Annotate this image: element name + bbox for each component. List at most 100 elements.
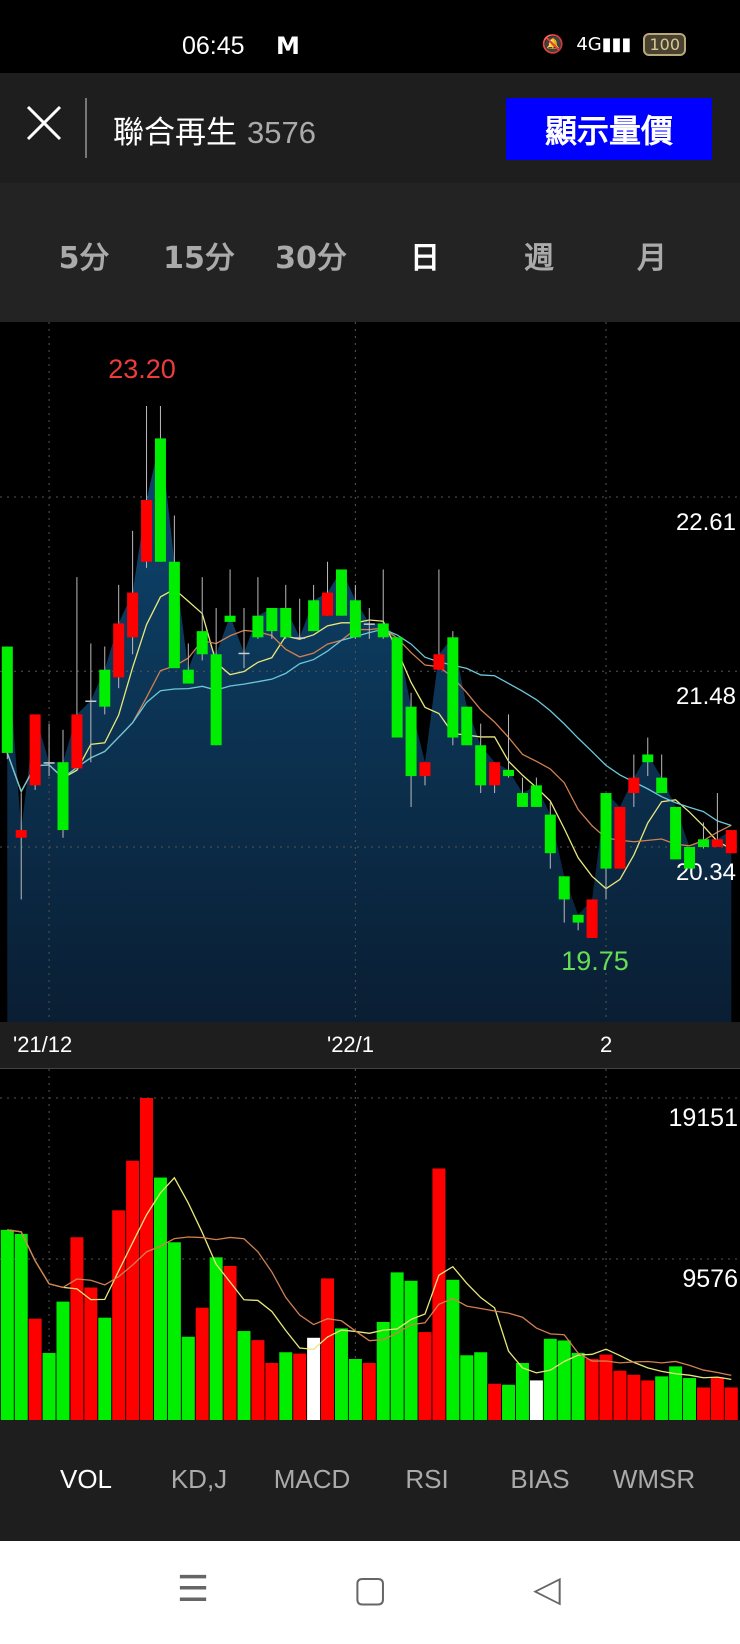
volume-bar <box>223 1265 237 1420</box>
stock-code: 3576 <box>247 115 316 150</box>
volume-bar <box>84 1287 98 1420</box>
volume-bar <box>432 1168 446 1420</box>
navigation-bar: ☰ ▢ ◁ <box>0 1541 740 1644</box>
candle <box>43 762 55 764</box>
tab-indicator-bias[interactable]: BIAS <box>510 1464 570 1494</box>
volume-bar <box>641 1380 655 1420</box>
date-axis: '21/12 '22/1 2 <box>0 1022 740 1069</box>
volume-bar <box>237 1331 251 1420</box>
vibrate-mute-icon: 🔕 <box>541 34 565 55</box>
candle <box>684 847 696 869</box>
signal-4g-icon: 4G▮▮▮ <box>576 34 632 55</box>
candle <box>238 652 250 655</box>
candle <box>127 592 139 638</box>
volume-bar <box>153 1177 167 1420</box>
candle <box>335 569 347 616</box>
volume-bar <box>655 1376 669 1420</box>
tab-indicator-kdj[interactable]: KD,J <box>170 1464 228 1494</box>
candle <box>419 762 431 777</box>
candle <box>85 700 97 703</box>
volume-bar <box>56 1301 70 1420</box>
candle <box>391 637 403 738</box>
volume-bar <box>376 1321 390 1420</box>
tab-indicator-vol[interactable]: VOL <box>59 1464 113 1494</box>
tab-indicator-macd[interactable]: MACD <box>273 1464 351 1494</box>
volume-bar <box>321 1278 335 1420</box>
candle <box>461 706 473 746</box>
home-icon[interactable]: ▢ <box>352 1569 388 1610</box>
tab-period-1[interactable]: 15分 <box>163 241 235 276</box>
volume-bar <box>669 1366 683 1420</box>
volume-bar <box>195 1307 209 1420</box>
candle <box>725 830 737 854</box>
min-price-label: 19.75 <box>561 946 629 976</box>
volume-bar <box>571 1352 585 1420</box>
candle <box>530 785 542 807</box>
menu-icon[interactable]: ☰ <box>176 1569 210 1610</box>
volume-bar <box>557 1340 571 1420</box>
candle <box>294 637 306 639</box>
tab-period-2[interactable]: 30分 <box>275 241 347 276</box>
volume-bar <box>529 1380 543 1420</box>
candle <box>711 839 723 848</box>
volume-bar <box>251 1340 265 1420</box>
volume-bar <box>724 1387 738 1420</box>
volume-bar <box>627 1374 641 1420</box>
volume-tick-label: 9576 <box>682 1265 738 1293</box>
candle <box>210 654 222 746</box>
volume-bar <box>599 1354 613 1420</box>
volume-bar <box>348 1358 362 1420</box>
candle <box>182 669 194 684</box>
candle <box>224 615 236 622</box>
volume-bar <box>140 1098 154 1420</box>
volume-bar <box>390 1272 404 1420</box>
tab-indicator-wmsr[interactable]: WMSR <box>612 1464 696 1494</box>
show-volume-price-button[interactable]: 顯示量價 <box>506 98 712 160</box>
battery-icon: 100 <box>643 33 686 56</box>
tab-indicator-rsi[interactable]: RSI <box>405 1464 449 1494</box>
volume-chart: 19151 9576 <box>0 1069 740 1420</box>
candle <box>154 438 166 562</box>
volume-bar <box>167 1242 181 1420</box>
tab-period-5[interactable]: 月 <box>637 241 667 276</box>
volume-bar <box>293 1353 307 1420</box>
volume-bar <box>515 1363 529 1420</box>
candle <box>322 592 334 616</box>
volume-bar <box>14 1233 28 1420</box>
candle <box>196 631 208 655</box>
candle <box>29 714 41 786</box>
candle <box>99 669 111 707</box>
candle <box>57 762 69 831</box>
candle <box>349 600 361 638</box>
volume-bar <box>70 1237 84 1420</box>
candle <box>113 623 125 678</box>
candle <box>697 839 709 848</box>
volume-bar <box>362 1363 376 1420</box>
volume-bar <box>696 1387 710 1420</box>
candle <box>308 600 320 632</box>
volume-bar <box>683 1378 697 1420</box>
volume-bar <box>334 1328 348 1420</box>
candle <box>377 623 389 638</box>
volume-bar <box>28 1318 42 1420</box>
candle <box>558 876 570 900</box>
status-bar: 06:45 M 🔕 4G▮▮▮ 100 <box>0 0 740 73</box>
tab-period-4[interactable]: 週 <box>524 241 554 276</box>
close-icon[interactable] <box>24 103 64 143</box>
volume-bar <box>446 1279 460 1420</box>
gmail-icon: M <box>276 32 300 60</box>
divider <box>85 98 87 158</box>
volume-bar <box>502 1384 516 1420</box>
back-icon[interactable]: ◁ <box>533 1569 561 1610</box>
volume-bar <box>0 1229 14 1420</box>
stock-title: 聯合再生 3576 <box>113 107 316 152</box>
candle <box>266 608 278 632</box>
candle <box>516 793 528 807</box>
volume-bar <box>265 1363 279 1420</box>
tab-period-0[interactable]: 5分 <box>58 241 110 276</box>
candle <box>572 914 584 923</box>
volume-ma5-line <box>7 1176 732 1380</box>
candle <box>1 646 13 753</box>
tab-period-3[interactable]: 日 <box>410 241 440 276</box>
